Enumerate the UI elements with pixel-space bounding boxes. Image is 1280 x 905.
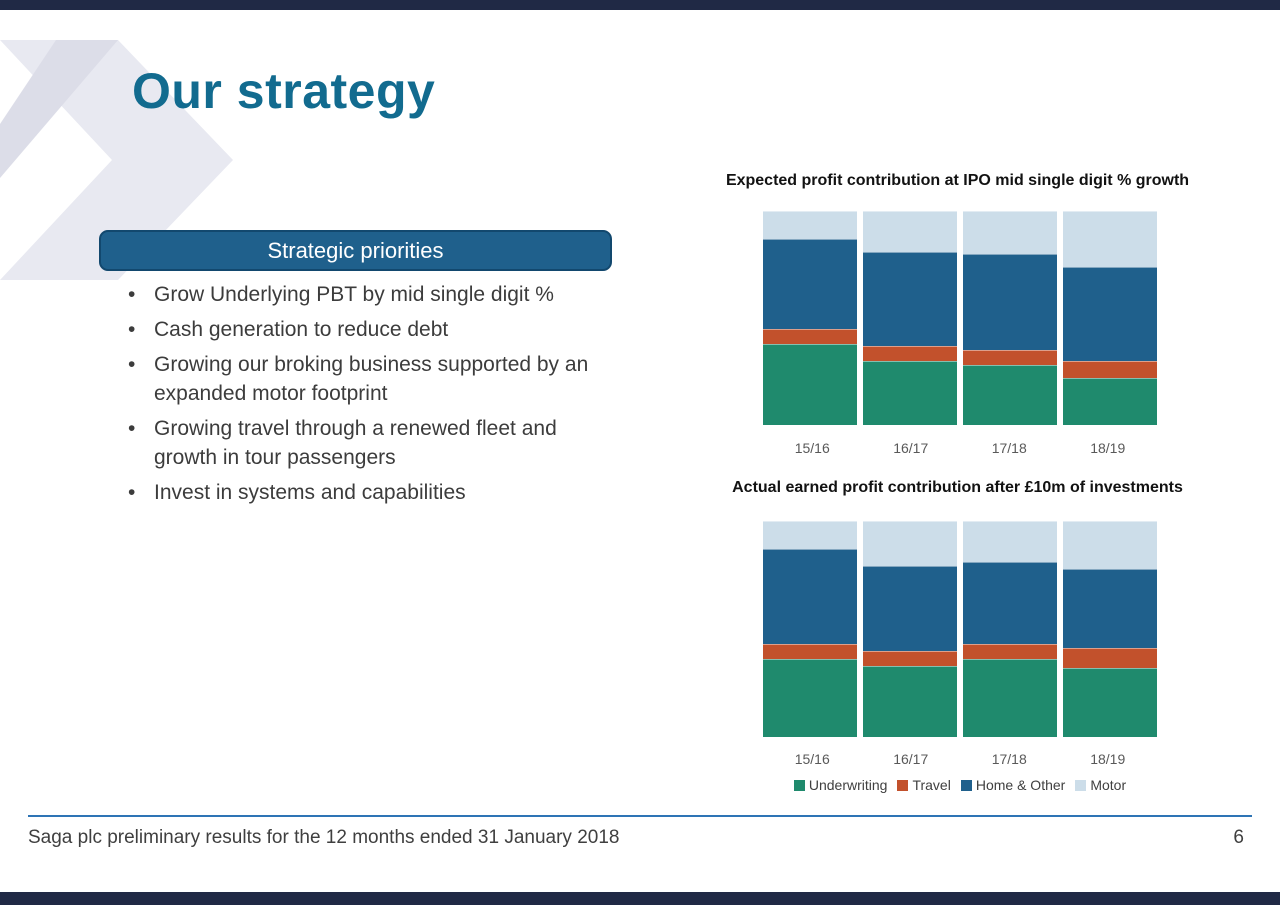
bar-segment-underwriting — [963, 365, 1057, 425]
bar-segment-underwriting — [963, 659, 1057, 737]
bar-segment-motor — [863, 521, 957, 567]
bar-segment-travel — [1063, 360, 1157, 378]
stacked-bar-18/19 — [1063, 211, 1157, 425]
bar-segment-home-other — [1063, 568, 1157, 649]
legend-item-home-other: Home & Other — [960, 777, 1066, 793]
chart-title-actual: Actual earned profit contribution after … — [732, 479, 1183, 496]
chart-categories-actual: 15/16 16/17 17/18 18/19 — [763, 751, 1157, 767]
bar-segment-home-other — [863, 251, 957, 346]
chart-plot-expected — [763, 211, 1157, 425]
legend-swatch — [1075, 779, 1087, 791]
legend-swatch — [793, 779, 805, 791]
bar-segment-underwriting — [763, 659, 857, 737]
stacked-bar-18/19 — [1063, 521, 1157, 737]
page-number: 6 — [1233, 827, 1244, 848]
bar-segment-underwriting — [1063, 667, 1157, 737]
bar-segment-travel — [763, 328, 857, 344]
bar-segment-travel — [963, 644, 1057, 660]
category-label: 15/16 — [794, 440, 830, 456]
bar-segment-home-other — [1063, 266, 1157, 361]
chart-categories-expected: 15/16 16/17 17/18 18/19 — [763, 440, 1157, 456]
bar-segment-underwriting — [1063, 377, 1157, 425]
bar-segment-home-other — [863, 566, 957, 651]
bottom-border-bar — [0, 892, 1280, 905]
legend-label: Home & Other — [975, 777, 1066, 793]
legend-item-motor: Motor — [1075, 777, 1126, 793]
bar-segment-travel — [863, 345, 957, 361]
legend-label: Travel — [912, 777, 951, 793]
bar-segment-home-other — [963, 253, 1057, 351]
chevron-decoration — [0, 40, 233, 280]
category-label: 15/16 — [794, 751, 830, 767]
category-label: 18/19 — [1090, 440, 1126, 456]
legend-item-underwriting: Underwriting — [793, 777, 888, 793]
category-label: 18/19 — [1090, 751, 1126, 767]
stacked-bar-15/16 — [763, 211, 857, 425]
bullet-list: Grow Underlying PBT by mid single digit … — [126, 281, 596, 514]
footer-divider — [28, 815, 1252, 817]
strategic-priorities-label: Strategic priorities — [267, 237, 444, 263]
slide-title: Our strategy — [132, 63, 436, 119]
bullet-text: Grow Underlying PBT by mid single digit … — [154, 283, 554, 306]
bullet-text: Growing our broking business supported b… — [154, 352, 589, 405]
stacked-bar-16/17 — [863, 211, 957, 425]
bar-segment-motor — [1063, 521, 1157, 569]
bar-segment-travel — [763, 644, 857, 660]
footer-text: Saga plc preliminary results for the 12 … — [28, 827, 620, 848]
bar-segment-motor — [963, 521, 1057, 563]
bar-segment-motor — [963, 211, 1057, 254]
chart-title-expected: Expected profit contribution at IPO mid … — [725, 172, 1190, 189]
bar-segment-travel — [1063, 648, 1157, 668]
bar-segment-travel — [863, 650, 957, 666]
legend-swatch — [960, 779, 972, 791]
chart-plot-actual — [763, 521, 1157, 737]
legend-label: Underwriting — [808, 777, 888, 793]
bullet-item: Invest in systems and capabilities — [126, 479, 596, 508]
category-label: 17/18 — [991, 751, 1027, 767]
bar-segment-travel — [963, 350, 1057, 366]
bar-segment-home-other — [763, 238, 857, 329]
stacked-bar-15/16 — [763, 521, 857, 737]
bullet-text: Invest in systems and capabilities — [154, 480, 466, 504]
bar-segment-motor — [1063, 211, 1157, 267]
bar-segment-home-other — [763, 549, 857, 645]
bullet-item: Growing travel through a renewed fleet a… — [126, 415, 596, 473]
bar-segment-underwriting — [763, 343, 857, 425]
bullet-text: Growing travel through a renewed fleet a… — [154, 416, 557, 469]
strategic-priorities-header: Strategic priorities — [99, 230, 612, 271]
top-border-bar — [0, 0, 1280, 10]
category-label: 17/18 — [991, 440, 1027, 456]
category-label: 16/17 — [893, 751, 929, 767]
chart-legend: Underwriting Travel Home & Other Motor — [740, 777, 1180, 793]
stacked-bar-17/18 — [963, 521, 1057, 737]
stacked-bar-16/17 — [863, 521, 957, 737]
category-label: 16/17 — [893, 440, 929, 456]
legend-swatch — [897, 779, 909, 791]
legend-label: Motor — [1090, 777, 1127, 793]
stacked-bar-17/18 — [963, 211, 1057, 425]
bar-segment-underwriting — [863, 360, 957, 425]
bar-segment-home-other — [963, 562, 1057, 645]
bar-segment-motor — [863, 211, 957, 252]
legend-item-travel: Travel — [897, 777, 951, 793]
bullet-item: Grow Underlying PBT by mid single digit … — [126, 281, 596, 310]
bullet-text: Cash generation to reduce debt — [154, 317, 449, 341]
bar-segment-motor — [763, 521, 857, 550]
bar-segment-underwriting — [863, 665, 957, 737]
bullet-item: Growing our broking business supported b… — [126, 351, 596, 409]
bar-segment-motor — [763, 211, 857, 239]
bullet-item: Cash generation to reduce debt — [126, 316, 596, 345]
